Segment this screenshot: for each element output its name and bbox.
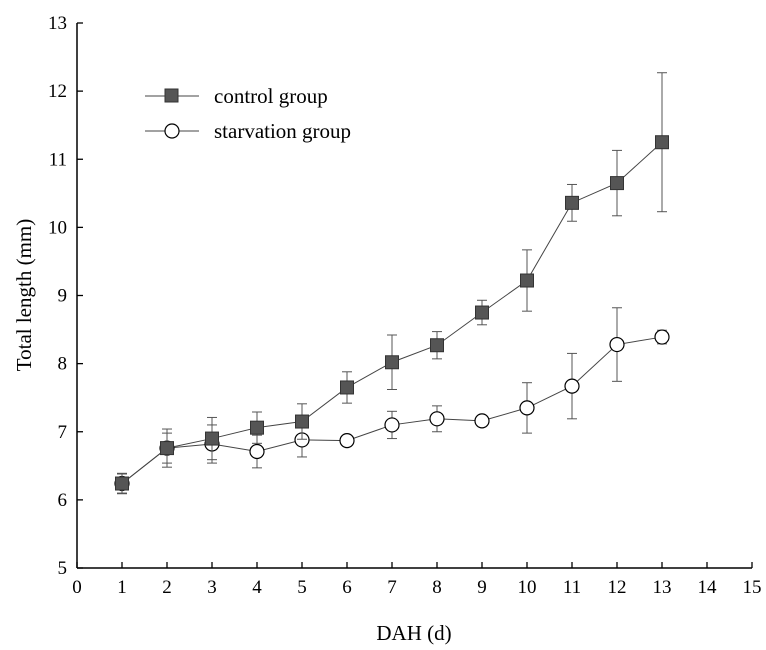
data-point-control-group <box>565 195 579 210</box>
legend-item-control-group: control group <box>145 84 328 108</box>
x-tick-label: 0 <box>72 577 82 598</box>
y-ticks: 5 6 7 8 9 10 11 12 13 <box>48 13 83 579</box>
x-tick-label: 2 <box>162 577 172 598</box>
data-point-control-group <box>610 176 624 191</box>
x-tick-label: 14 <box>698 577 718 598</box>
x-tick-label: 3 <box>207 577 217 598</box>
data-point-control-group <box>340 380 354 395</box>
y-tick-label: 9 <box>58 286 68 307</box>
data-point-control-group <box>295 414 309 429</box>
legend: control group starvation group <box>145 84 351 143</box>
data-point-control-group <box>655 135 669 150</box>
x-tick-label: 8 <box>432 577 442 598</box>
data-point-control-group <box>160 441 174 456</box>
x-tick-label: 12 <box>608 577 627 598</box>
y-tick-label: 5 <box>58 558 68 579</box>
y-tick-label: 6 <box>58 490 68 511</box>
data-point-control-group <box>250 420 264 435</box>
x-tick-label: 6 <box>342 577 352 598</box>
data-point-starvation-group <box>429 411 445 427</box>
series-control-group <box>115 72 669 495</box>
x-tick-label: 13 <box>653 577 672 598</box>
data-point-control-group <box>430 338 444 353</box>
plot-area <box>114 72 670 495</box>
data-point-starvation-group <box>384 417 400 433</box>
x-ticks: 0 1 2 3 4 5 6 7 8 9 10 11 12 13 14 15 <box>72 562 762 598</box>
data-point-starvation-group <box>564 378 580 394</box>
y-tick-label: 10 <box>48 217 67 238</box>
y-tick-label: 7 <box>58 422 68 443</box>
x-tick-label: 11 <box>563 577 581 598</box>
y-tick-label: 13 <box>48 13 67 34</box>
data-point-control-group <box>205 431 219 446</box>
data-point-control-group <box>385 355 399 370</box>
data-point-starvation-group <box>609 336 625 353</box>
y-tick-label: 11 <box>49 149 67 170</box>
x-tick-label: 15 <box>743 577 762 598</box>
x-tick-label: 5 <box>297 577 307 598</box>
x-tick-label: 4 <box>252 577 262 598</box>
y-tick-label: 12 <box>48 81 67 102</box>
data-point-starvation-group <box>474 413 490 429</box>
data-point-starvation-group <box>654 329 670 345</box>
data-point-control-group <box>115 476 129 491</box>
x-tick-label: 10 <box>518 577 537 598</box>
x-tick-label: 7 <box>387 577 397 598</box>
y-axis-title: Total length (mm) <box>12 219 36 372</box>
data-point-control-group <box>520 273 534 288</box>
legend-label-control-group: control group <box>214 84 328 108</box>
data-point-starvation-group <box>249 443 265 460</box>
y-tick-label: 8 <box>58 354 68 375</box>
legend-marker-starvation-group <box>164 123 180 139</box>
x-axis-title: DAH (d) <box>376 621 451 645</box>
data-point-starvation-group <box>339 433 355 449</box>
legend-item-starvation-group: starvation group <box>145 119 351 143</box>
x-tick-label: 1 <box>117 577 127 598</box>
legend-marker-control-group <box>164 88 179 103</box>
x-tick-label: 9 <box>477 577 487 598</box>
data-point-starvation-group <box>519 400 535 416</box>
data-point-control-group <box>475 305 489 320</box>
legend-label-starvation-group: starvation group <box>214 119 351 143</box>
